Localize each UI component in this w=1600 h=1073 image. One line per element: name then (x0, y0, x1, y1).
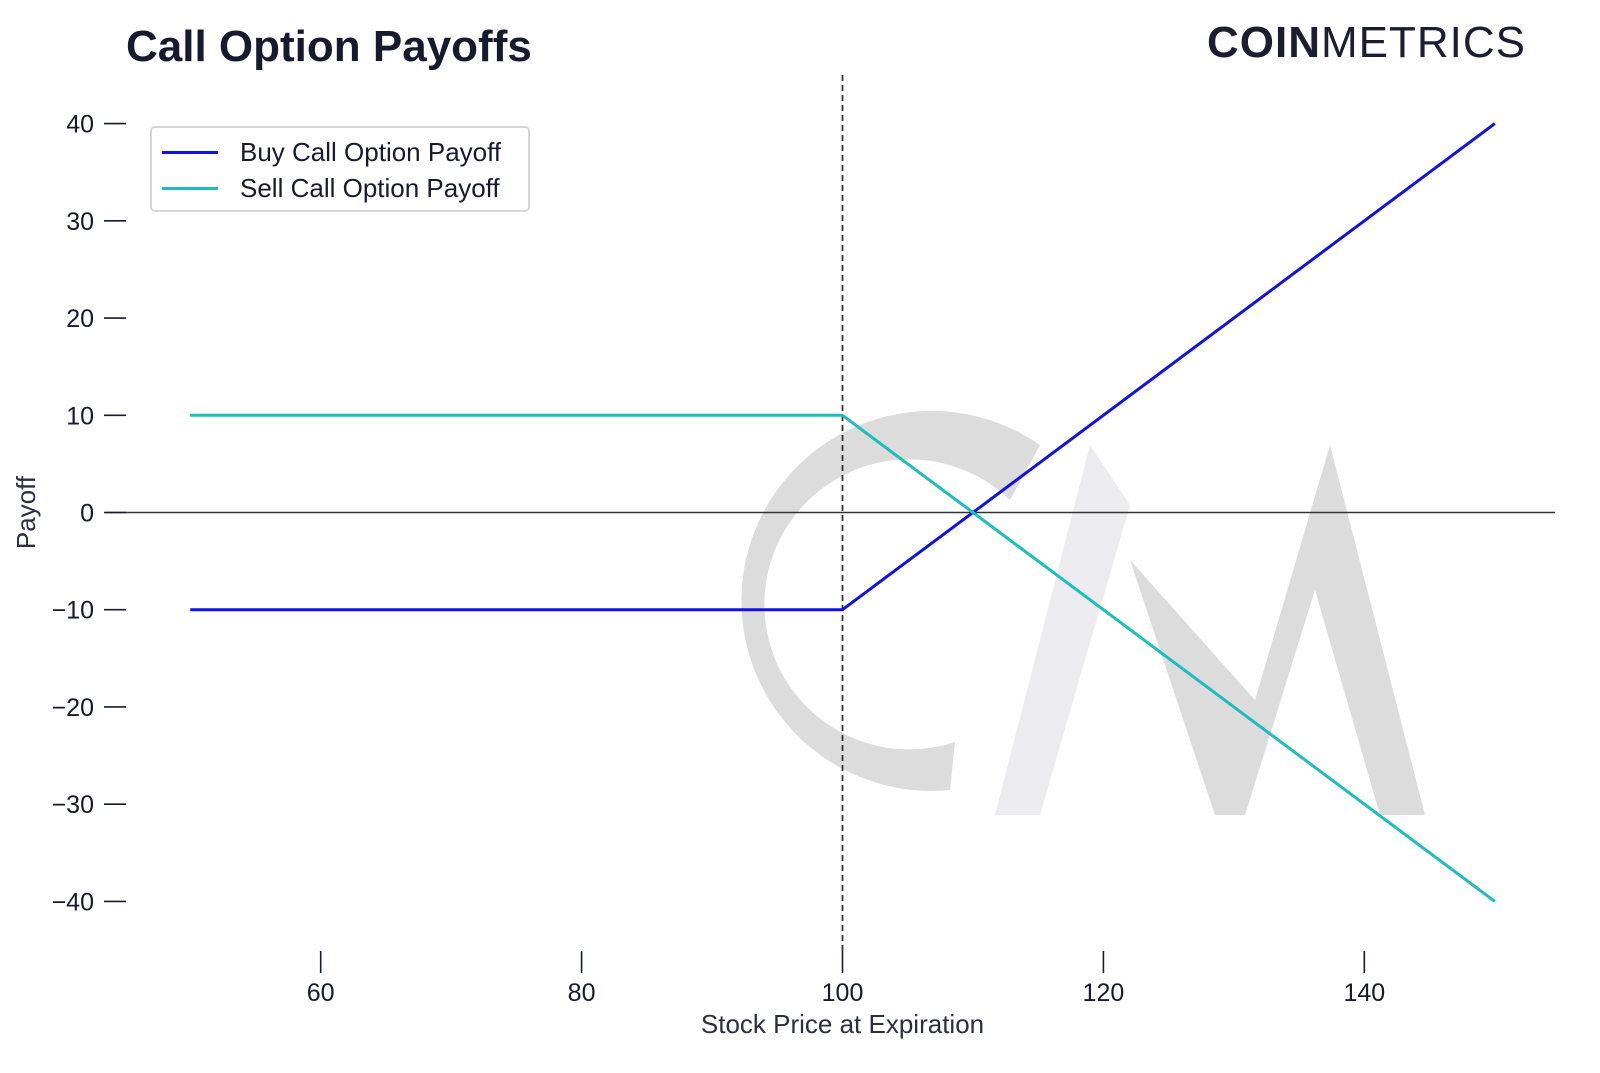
legend-item-sell-call: Sell Call Option Payoff (162, 170, 500, 206)
coinmetrics-watermark-logo (741, 410, 1425, 815)
x-tick-label: 100 (822, 979, 864, 1007)
y-tick-label: 30 (66, 208, 94, 236)
watermark-letter-m-right (1130, 445, 1425, 815)
x-tick-label: 140 (1343, 979, 1385, 1007)
y-tick-label: 40 (66, 111, 94, 139)
y-axis-label: Payoff (11, 475, 41, 549)
y-tick-label: 10 (66, 402, 94, 430)
legend-label-buy-call: Buy Call Option Payoff (240, 136, 502, 167)
y-tick-label: 0 (80, 500, 94, 528)
y-tick-label: −10 (52, 597, 94, 625)
brand-coin: COIN (1207, 18, 1321, 67)
legend-swatch-buy-call (162, 150, 218, 154)
y-tick-label: 20 (66, 305, 94, 333)
y-tick-label: −30 (52, 791, 94, 819)
coinmetrics-logo: COINMETRICS (1207, 18, 1526, 68)
legend-item-buy-call: Buy Call Option Payoff (162, 134, 501, 170)
legend-swatch-sell-call (162, 186, 218, 190)
chart-legend: Buy Call Option Payoff Sell Call Option … (150, 126, 530, 212)
series-line-buy-call (190, 122, 1496, 612)
y-tick-label: −40 (52, 888, 94, 916)
x-tick-label: 120 (1083, 979, 1125, 1007)
watermark-letter-c (741, 410, 1040, 791)
x-axis-label: Stock Price at Expiration (701, 1009, 984, 1039)
x-tick-label: 80 (568, 979, 596, 1007)
brand-metrics: METRICS (1321, 18, 1526, 67)
x-tick-label: 60 (307, 979, 335, 1007)
y-tick-label: −20 (52, 694, 94, 722)
series-group (190, 122, 1496, 903)
series-line-sell-call (190, 413, 1496, 903)
watermark-letter-m-left (995, 445, 1130, 815)
legend-label-sell-call: Sell Call Option Payoff (240, 172, 500, 203)
chart-title: Call Option Payoffs (126, 22, 532, 71)
